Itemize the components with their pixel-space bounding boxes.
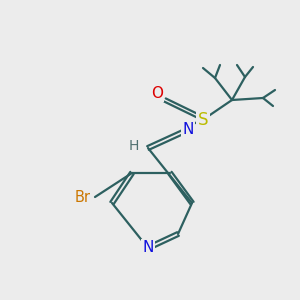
Text: N: N bbox=[182, 122, 194, 137]
Text: Br: Br bbox=[75, 190, 91, 205]
Text: S: S bbox=[198, 111, 208, 129]
Text: O: O bbox=[151, 85, 163, 100]
Text: H: H bbox=[129, 139, 139, 153]
Text: N: N bbox=[142, 241, 154, 256]
